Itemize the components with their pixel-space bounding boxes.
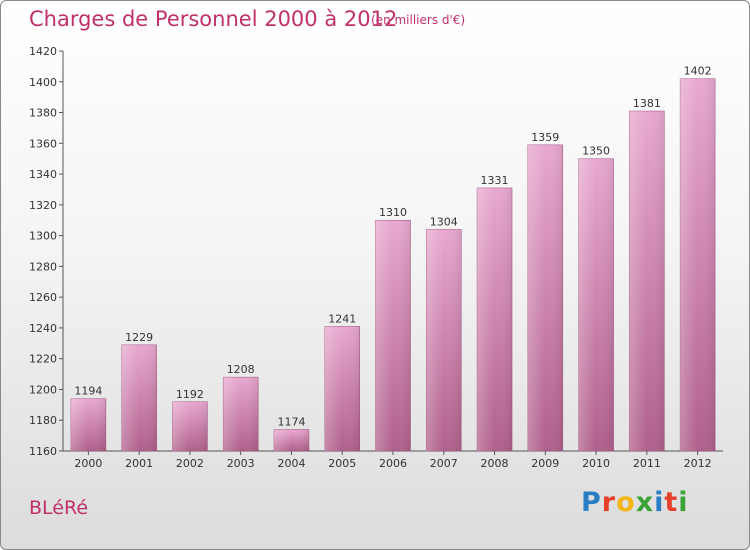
bar-value-label: 1208	[227, 363, 255, 376]
y-tick-label: 1320	[29, 199, 57, 212]
logo-letter: r	[601, 487, 617, 518]
bar-value-label: 1402	[684, 65, 712, 78]
x-tick-label: 2004	[277, 457, 305, 470]
y-tick-label: 1300	[29, 230, 57, 243]
y-tick-label: 1200	[29, 383, 57, 396]
bar-value-label: 1229	[125, 331, 153, 344]
y-tick-label: 1220	[29, 353, 57, 366]
bar-shine	[426, 229, 462, 451]
bar-shine	[70, 398, 106, 451]
x-tick-label: 2009	[531, 457, 559, 470]
bar-value-label: 1359	[531, 131, 559, 144]
y-tick-label: 1400	[29, 76, 57, 89]
y-tick-label: 1180	[29, 414, 57, 427]
bar-shine	[477, 187, 513, 451]
x-tick-label: 2003	[227, 457, 255, 470]
bar-shine	[121, 344, 157, 451]
logo-letter: P	[581, 487, 602, 518]
logo-letter: x	[635, 487, 655, 518]
bar-value-label: 1192	[176, 388, 204, 401]
chart-subtitle: (en milliers d'€)	[371, 13, 466, 27]
place-name: BLéRé	[29, 497, 89, 519]
logo-letter: o	[616, 487, 636, 518]
logo-letter: t	[664, 487, 679, 518]
bar-value-label: 1174	[277, 415, 305, 428]
y-tick-label: 1420	[29, 45, 57, 58]
x-tick-label: 2002	[176, 457, 204, 470]
x-tick-label: 2008	[481, 457, 509, 470]
bar-value-label: 1304	[430, 215, 458, 228]
bar-value-label: 1350	[582, 145, 610, 158]
y-tick-label: 1360	[29, 137, 57, 150]
y-tick-label: 1380	[29, 107, 57, 120]
logo-letter: i	[654, 487, 665, 518]
bar-value-label: 1241	[328, 312, 356, 325]
x-tick-label: 2005	[328, 457, 356, 470]
proxiti-logo: Proxiti	[581, 487, 689, 518]
x-tick-label: 2007	[430, 457, 458, 470]
bar-value-label: 1381	[633, 97, 661, 110]
y-tick-label: 1160	[29, 445, 57, 458]
y-tick-label: 1260	[29, 291, 57, 304]
y-tick-label: 1240	[29, 322, 57, 335]
y-tick-label: 1340	[29, 168, 57, 181]
bar-shine	[527, 144, 563, 451]
x-tick-label: 2001	[125, 457, 153, 470]
bar-shine	[680, 78, 716, 451]
logo-letter: i	[678, 487, 689, 518]
bar-shine	[172, 401, 208, 451]
bar-shine	[629, 111, 665, 451]
bar-shine	[223, 377, 259, 451]
x-tick-label: 2012	[684, 457, 712, 470]
x-tick-label: 2000	[74, 457, 102, 470]
bar-shine	[375, 220, 411, 451]
y-tick-label: 1280	[29, 260, 57, 273]
bar-value-label: 1194	[74, 385, 102, 398]
bar-shine	[324, 326, 360, 451]
bar-value-label: 1310	[379, 206, 407, 219]
chart-title: Charges de Personnel 2000 à 2012	[29, 7, 398, 31]
bar-shine	[273, 429, 309, 451]
x-tick-label: 2011	[633, 457, 661, 470]
x-tick-label: 2010	[582, 457, 610, 470]
bar-shine	[578, 158, 614, 451]
x-tick-label: 2006	[379, 457, 407, 470]
bar-value-label: 1331	[481, 174, 509, 187]
